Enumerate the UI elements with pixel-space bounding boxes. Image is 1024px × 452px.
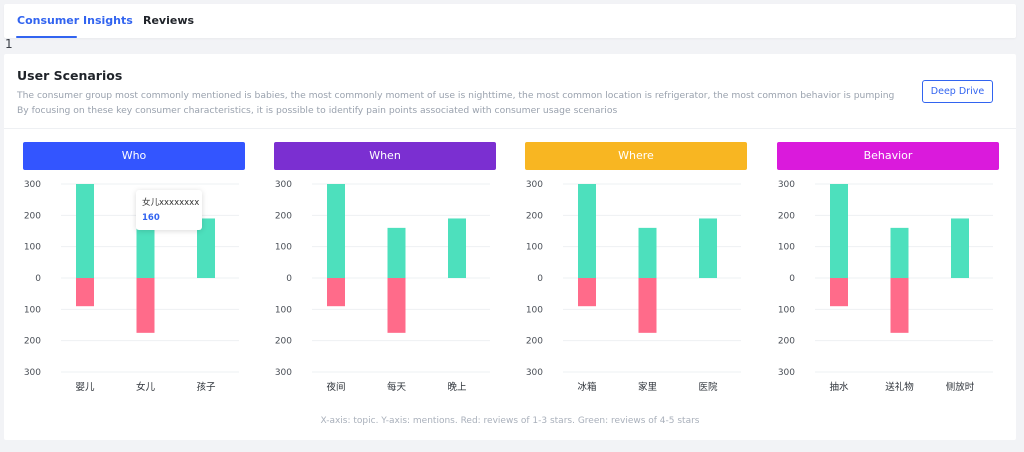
y-tick-label: 300 <box>24 180 41 190</box>
bar-negative[interactable] <box>327 278 345 307</box>
y-tick-label: 300 <box>275 368 292 378</box>
x-category-label: 婴儿 <box>75 382 95 393</box>
y-tick-label: 300 <box>275 180 292 190</box>
y-tick-label: 100 <box>778 243 795 253</box>
tab-consumer-insights[interactable]: Consumer Insights <box>17 14 133 27</box>
active-tab-indicator <box>16 36 77 38</box>
x-category-label: 送礼物 <box>885 381 914 393</box>
bar-positive[interactable] <box>951 218 969 278</box>
y-tick-label: 300 <box>526 180 543 190</box>
bar-negative[interactable] <box>890 278 909 333</box>
chart-when: 300 200 100 0 100 200 300 夜间 每天 晚上 <box>275 180 490 393</box>
x-category-label: 冰箱 <box>577 381 596 393</box>
bar-positive[interactable] <box>638 227 657 278</box>
panel-header-behavior[interactable]: Behavior <box>777 142 999 170</box>
tab-bar: Consumer Insights Reviews <box>4 4 1016 38</box>
bar-positive[interactable] <box>76 184 94 278</box>
bar-negative[interactable] <box>638 278 657 333</box>
chart-tooltip: 女儿xxxxxxxx 160 <box>136 190 202 230</box>
x-category-label: 家里 <box>638 381 657 393</box>
y-tick-label: 100 <box>275 243 292 253</box>
y-tick-label: 0 <box>789 274 795 284</box>
bar-positive[interactable] <box>387 227 406 278</box>
bar-positive[interactable] <box>197 218 215 278</box>
panel-header-where[interactable]: Where <box>525 142 747 170</box>
chart-panel-behavior: Behavior 300 200 100 0 100 200 300 抽水 送礼物 侧放时 <box>777 142 999 452</box>
x-category-label: 每天 <box>387 381 407 393</box>
panel-header-when[interactable]: When <box>274 142 496 170</box>
y-tick-label: 200 <box>275 211 292 221</box>
bar-positive[interactable] <box>890 227 909 278</box>
y-tick-label: 300 <box>778 368 795 378</box>
y-tick-label: 0 <box>286 274 292 284</box>
y-tick-label: 300 <box>24 368 41 378</box>
y-tick-label: 200 <box>526 211 543 221</box>
y-tick-label: 100 <box>24 243 41 253</box>
stray-text: 1 <box>5 37 13 51</box>
deep-drive-button[interactable]: Deep Drive <box>922 80 993 103</box>
bar-negative[interactable] <box>387 278 406 333</box>
x-category-label: 孩子 <box>196 381 216 393</box>
y-tick-label: 200 <box>526 337 543 347</box>
bar-positive[interactable] <box>830 184 848 278</box>
chart-panel-when: When 300 200 100 0 100 200 300 夜间 每天 晚上 <box>274 142 496 452</box>
y-tick-label: 200 <box>275 337 292 347</box>
x-category-label: 侧放时 <box>946 381 975 393</box>
y-tick-label: 100 <box>24 305 41 315</box>
y-tick-label: 200 <box>778 211 795 221</box>
description-line-2: By focusing on these key consumer charac… <box>17 105 618 116</box>
description-line-1: The consumer group most commonly mention… <box>17 90 895 101</box>
y-tick-label: 100 <box>778 305 795 315</box>
section-title: User Scenarios <box>17 68 123 83</box>
divider <box>4 128 1016 129</box>
y-tick-label: 300 <box>526 368 543 378</box>
bar-positive[interactable] <box>578 184 596 278</box>
bar-negative[interactable] <box>136 278 155 333</box>
y-tick-label: 200 <box>24 337 41 347</box>
x-category-label: 医院 <box>698 381 718 393</box>
tooltip-label: 女儿xxxxxxxx <box>142 198 200 208</box>
bar-positive[interactable] <box>136 227 155 278</box>
chart-where: 300 200 100 0 100 200 300 冰箱 家里 医院 <box>526 180 741 393</box>
x-category-label: 女儿 <box>136 381 156 393</box>
y-tick-label: 100 <box>526 243 543 253</box>
chart-footnote: X-axis: topic. Y-axis: mentions. Red: re… <box>320 416 700 426</box>
y-tick-label: 200 <box>778 337 795 347</box>
y-tick-label: 300 <box>778 180 795 190</box>
y-tick-label: 100 <box>526 305 543 315</box>
bar-positive[interactable] <box>699 218 717 278</box>
bar-negative[interactable] <box>578 278 596 307</box>
chart-panel-where: Where 300 200 100 0 100 200 300 冰箱 家里 医院 <box>525 142 747 452</box>
chart-who: 300 200 100 0 100 200 300 婴儿 女儿 孩子 <box>24 180 239 393</box>
chart-panel-who: Who 300 200 100 0 100 200 300 婴儿 女儿 孩子 <box>23 142 245 452</box>
user-scenarios-card: User Scenarios The consumer group most c… <box>4 54 1016 440</box>
y-tick-label: 0 <box>537 274 543 284</box>
bar-negative[interactable] <box>76 278 94 307</box>
bar-positive[interactable] <box>448 218 466 278</box>
bar-positive[interactable] <box>327 184 345 278</box>
bar-negative[interactable] <box>830 278 848 307</box>
x-category-label: 抽水 <box>829 381 849 393</box>
x-category-label: 晚上 <box>447 382 467 393</box>
tab-reviews[interactable]: Reviews <box>143 14 195 27</box>
tooltip-value: 160 <box>142 213 160 223</box>
x-category-label: 夜间 <box>326 381 345 393</box>
y-tick-label: 200 <box>24 211 41 221</box>
panel-header-who[interactable]: Who <box>23 142 245 170</box>
y-tick-label: 100 <box>275 305 292 315</box>
y-tick-label: 0 <box>35 274 41 284</box>
chart-behavior: 300 200 100 0 100 200 300 抽水 送礼物 侧放时 <box>778 180 993 393</box>
